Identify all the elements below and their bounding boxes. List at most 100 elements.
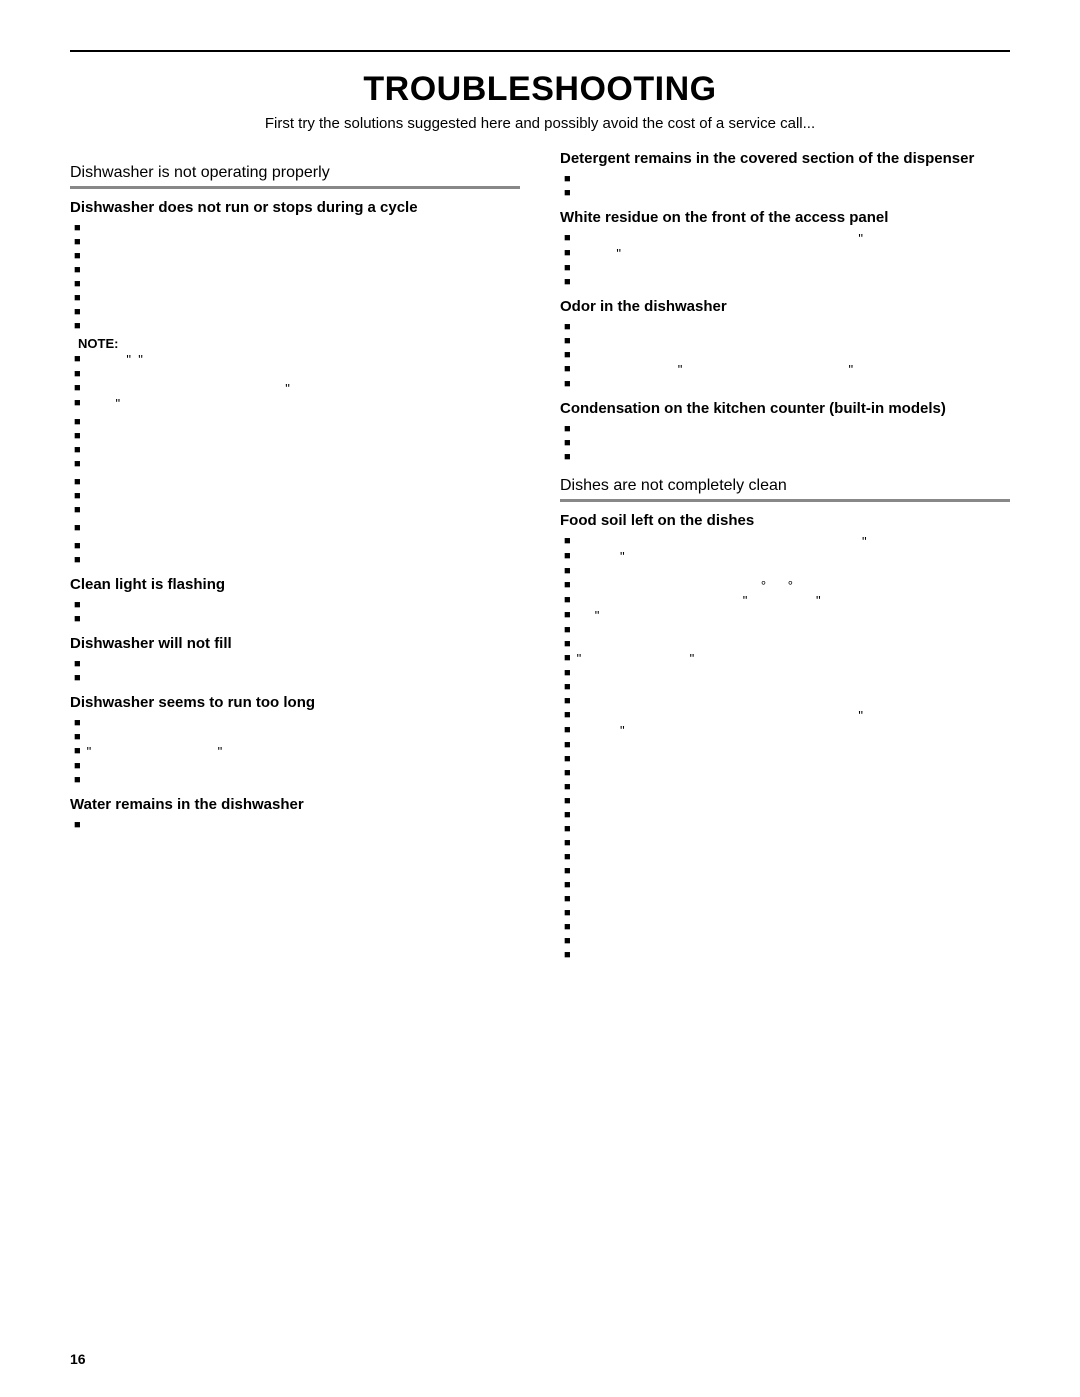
list-item: " [74, 397, 520, 410]
list-item: " [564, 535, 1010, 548]
list-item-text: " [87, 382, 520, 395]
bullets-s1e [70, 540, 520, 566]
symptom-clean-light: Clean light is flashing [70, 576, 520, 593]
list-item [564, 893, 1010, 905]
list-item-text: " [577, 609, 1010, 622]
list-item [564, 935, 1010, 947]
page-title: TROUBLESHOOTING [70, 70, 1010, 109]
bullets-s3 [70, 658, 520, 684]
list-item [74, 250, 520, 262]
intro-text: First try the solutions suggested here a… [70, 115, 1010, 132]
bullets-rc4 [560, 423, 1010, 463]
left-column: Dishwasher is not operating properly Dis… [70, 150, 520, 963]
list-item-text: " [577, 709, 1010, 722]
list-item [564, 681, 1010, 693]
list-item [564, 837, 1010, 849]
list-item [74, 504, 520, 516]
list-item [74, 306, 520, 318]
list-item-text: " " [87, 353, 520, 366]
list-item [564, 187, 1010, 199]
list-item [564, 823, 1010, 835]
list-item [74, 522, 520, 534]
list-item [74, 320, 520, 332]
list-item [74, 731, 520, 743]
list-item [564, 781, 1010, 793]
list-item [74, 476, 520, 488]
list-item: " " [564, 594, 1010, 607]
list-item [74, 292, 520, 304]
section-header-not-clean: Dishes are not completely clean [560, 477, 1010, 502]
list-item [564, 335, 1010, 347]
list-item-text: " [577, 247, 1010, 260]
list-item [564, 423, 1010, 435]
top-rule [70, 50, 1010, 52]
list-item [564, 739, 1010, 751]
list-item [564, 667, 1010, 679]
note-label: NOTE: [78, 336, 520, 351]
list-item-text: " [87, 397, 520, 410]
list-item [564, 378, 1010, 390]
list-item: " " [564, 363, 1010, 376]
list-item-text: " " [87, 745, 520, 758]
list-item [74, 416, 520, 428]
list-item: " " [74, 745, 520, 758]
list-item: ° ° [564, 579, 1010, 592]
list-item [564, 276, 1010, 288]
bullets-s1a [70, 222, 520, 332]
right-column: Detergent remains in the covered section… [560, 150, 1010, 963]
list-item [564, 437, 1010, 449]
bullets-s1-note: " " " " [70, 353, 520, 410]
list-item [74, 717, 520, 729]
bullets-rc1 [560, 173, 1010, 199]
list-item [74, 222, 520, 234]
list-item [74, 760, 520, 772]
list-item [564, 321, 1010, 333]
list-item-text: " [577, 232, 1010, 245]
bullets-s4: " " [70, 717, 520, 786]
list-item: " [564, 709, 1010, 722]
list-item-text: " " [577, 363, 1010, 376]
list-item-text: " " [577, 652, 1010, 665]
bullets-s1b [70, 416, 520, 470]
list-item [564, 262, 1010, 274]
list-item [74, 613, 520, 625]
list-item-text: ° ° [577, 579, 1010, 592]
symptom-white-residue: White residue on the front of the access… [560, 209, 1010, 226]
list-item [564, 949, 1010, 961]
list-item [74, 774, 520, 786]
list-item [564, 851, 1010, 863]
symptom-odor: Odor in the dishwasher [560, 298, 1010, 315]
list-item [74, 278, 520, 290]
list-item [74, 672, 520, 684]
list-item-text: " [577, 724, 1010, 737]
symptom-not-run: Dishwasher does not run or stops during … [70, 199, 520, 216]
symptom-detergent: Detergent remains in the covered section… [560, 150, 1010, 167]
symptom-food-soil: Food soil left on the dishes [560, 512, 1010, 529]
list-item [564, 753, 1010, 765]
list-item [564, 795, 1010, 807]
bullets-s5 [70, 819, 520, 831]
list-item: " [564, 232, 1010, 245]
list-item [74, 658, 520, 670]
symptom-too-long: Dishwasher seems to run too long [70, 694, 520, 711]
symptom-water-remains: Water remains in the dishwasher [70, 796, 520, 813]
list-item [74, 599, 520, 611]
page-number: 16 [70, 1351, 86, 1367]
list-item [564, 349, 1010, 361]
section-header-operating: Dishwasher is not operating properly [70, 164, 520, 189]
list-item [564, 879, 1010, 891]
list-item: " " [74, 353, 520, 366]
list-item-text: " [577, 550, 1010, 563]
list-item [564, 921, 1010, 933]
bullets-r2s1: " " ° ° " " " " " [560, 535, 1010, 961]
list-item [564, 695, 1010, 707]
list-item [74, 554, 520, 566]
symptom-not-fill: Dishwasher will not fill [70, 635, 520, 652]
list-item: " [564, 609, 1010, 622]
list-item-text: " " [577, 594, 1010, 607]
bullets-s1d [70, 522, 520, 534]
list-item-text: " [577, 535, 1010, 548]
bullets-rc3: " " [560, 321, 1010, 390]
list-item [564, 451, 1010, 463]
list-item: " [564, 550, 1010, 563]
